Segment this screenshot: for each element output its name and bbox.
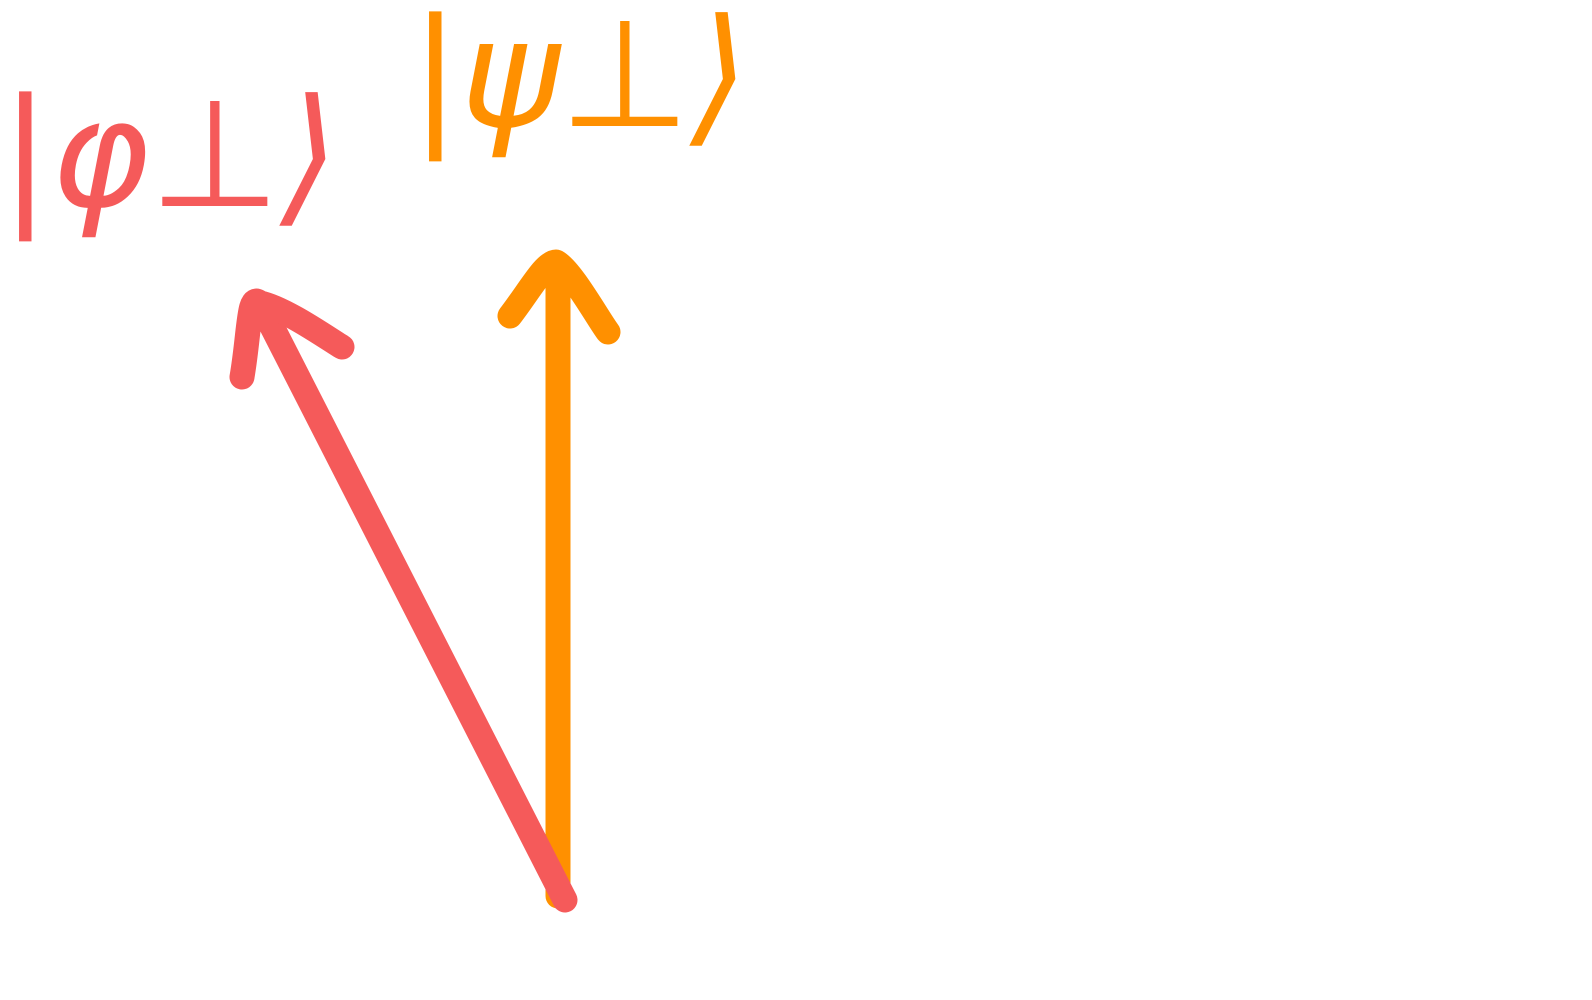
psi-label: |ψ⊥⟩	[410, 0, 749, 162]
phi-label: |φ⊥⟩	[0, 68, 339, 242]
psi-arrow-head	[497, 249, 621, 345]
phi-arrow-shaft	[249, 294, 578, 913]
phi-arrow-head	[229, 288, 355, 390]
